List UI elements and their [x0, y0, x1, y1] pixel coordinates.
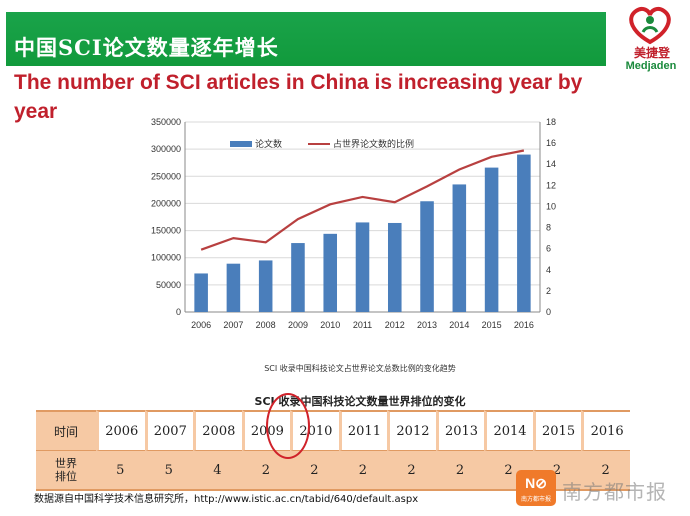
english-title: The number of SCI articles in China is i… — [14, 71, 583, 123]
year-cell-2013: 2013 — [435, 410, 485, 451]
right-tick-label: 2 — [546, 286, 551, 296]
ranking-table: 时间 2006 2007 2008 2009 2010 2011 2012 2013 2014 2… — [36, 410, 630, 491]
bar-2009 — [291, 243, 305, 312]
watermark-text: 南方都市报 — [562, 480, 667, 504]
rank-cell-2016: 2 — [581, 451, 630, 491]
year-cell-2015: 2015 — [532, 410, 582, 451]
data-source-note: 数据源自中国科学技术信息研究所，http://www.istic.ac.cn/t… — [34, 494, 419, 505]
right-tick-label: 8 — [546, 223, 551, 233]
right-tick-label: 4 — [546, 265, 551, 275]
bar-2012 — [387, 222, 402, 312]
rank-cell-2008: 4 — [193, 451, 242, 491]
bar-2006 — [194, 273, 208, 312]
rank-cell-2009: 2 — [241, 451, 291, 491]
bar-2015 — [484, 167, 499, 312]
left-tick-label: 350000 — [151, 117, 181, 127]
year-cell-2007: 2007 — [144, 410, 194, 451]
bar-2016 — [517, 154, 531, 312]
legend-bar-swatch — [230, 141, 252, 147]
title-banner — [6, 12, 606, 66]
x-tick-label: 2012 — [385, 320, 405, 330]
bar-2013 — [420, 201, 434, 312]
right-tick-label: 0 — [546, 307, 551, 317]
x-tick-label: 2015 — [482, 320, 502, 330]
newspaper-logo-subtext: 南方都市报 — [520, 496, 551, 503]
ranking-table-title: SCI 收录中国科技论文数量世界排位的变化 — [254, 395, 466, 408]
bar-2010 — [323, 233, 338, 312]
rank-cell-2015: 2 — [532, 451, 582, 491]
right-tick-label: 14 — [546, 159, 556, 169]
logo-chinese-name: 美捷登 — [633, 46, 670, 60]
rank-cell-2014: 2 — [484, 451, 533, 491]
chart-caption: SCI 收录中国科技论文占世界论文总数比例的变化趋势 — [264, 364, 456, 373]
left-tick-label: 50000 — [156, 280, 181, 290]
x-tick-label: 2013 — [417, 320, 437, 330]
combo-chart: 0 50000 100000 150000 200000 250000 300000 3500… — [151, 117, 556, 330]
rank-cell-2012: 2 — [387, 451, 436, 491]
x-tick-label: 2009 — [288, 320, 308, 330]
newspaper-logo-icon — [516, 470, 556, 506]
year-row: 时间 2006 2007 2008 2009 2010 2011 2012 2013 2014 2… — [36, 410, 630, 451]
legend-bar-label: 论文数 — [255, 138, 282, 150]
right-tick-label: 10 — [546, 201, 556, 211]
left-tick-label: 100000 — [151, 253, 181, 263]
bar-2008 — [258, 260, 273, 312]
x-tick-label: 2011 — [353, 320, 372, 330]
year-cell-2016: 2016 — [581, 410, 630, 451]
time-header: 时间 — [36, 410, 96, 451]
year-cell-2012: 2012 — [387, 410, 436, 451]
medjaden-heart-logo-icon — [629, 6, 671, 45]
right-tick-label: 16 — [546, 138, 556, 148]
x-tick-label: 2006 — [191, 320, 211, 330]
left-tick-label: 250000 — [151, 171, 181, 181]
x-tick-label: 2007 — [223, 320, 243, 330]
left-tick-label: 150000 — [151, 226, 181, 236]
rank-cell-2010: 2 — [290, 451, 339, 491]
year-cell-2011: 2011 — [338, 410, 388, 451]
left-tick-label: 0 — [176, 307, 181, 317]
chinese-title: 中国SCI论文数量逐年增长 — [14, 35, 279, 60]
year-cell-2006: 2006 — [96, 410, 145, 451]
x-tick-label: 2010 — [320, 320, 340, 330]
rank-cell-2013: 2 — [435, 451, 485, 491]
bar-2011 — [355, 222, 370, 312]
legend-line-label: 占世界论文数的比例 — [333, 138, 414, 150]
year-cell-2008: 2008 — [193, 410, 242, 451]
right-tick-label: 12 — [546, 180, 556, 190]
bar-2007 — [226, 263, 241, 312]
year-cell-2014: 2014 — [484, 410, 533, 451]
left-tick-label: 300000 — [151, 144, 181, 154]
x-tick-label: 2008 — [256, 320, 276, 330]
rank-cell-2006: 5 — [96, 451, 145, 491]
bar-2014 — [452, 184, 467, 312]
rank-cell-2007: 5 — [144, 451, 194, 491]
left-tick-label: 200000 — [151, 198, 181, 208]
right-tick-label: 18 — [546, 117, 556, 127]
rank-cell-2011: 2 — [338, 451, 388, 491]
rank-header: 世界 排位 — [36, 451, 96, 491]
x-tick-label: 2014 — [449, 320, 469, 330]
newspaper-logo-text: N⊘ — [525, 475, 547, 491]
highlight-circle-2009 — [266, 393, 310, 459]
x-tick-label: 2016 — [514, 320, 534, 330]
logo-english-name: Medjaden — [625, 60, 677, 72]
right-tick-label: 6 — [546, 244, 551, 254]
rank-header-line2: 排位 — [55, 470, 77, 483]
rank-header-line1: 世界 — [55, 457, 77, 470]
